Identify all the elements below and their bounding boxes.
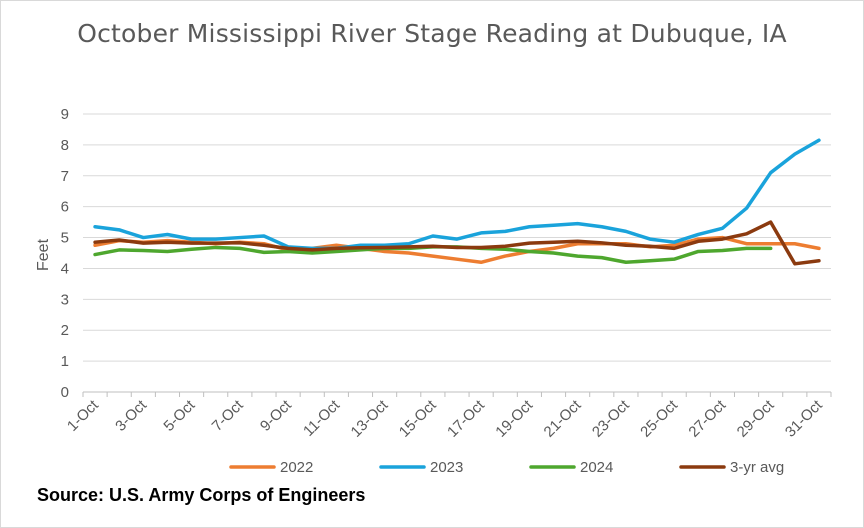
x-tick-label: 11-Oct — [300, 396, 344, 440]
legend-label: 2022 — [280, 459, 313, 476]
x-tick-label: 1-Oct — [64, 396, 103, 435]
x-tick-label: 5-Oct — [160, 396, 199, 435]
y-tick-label: 3 — [61, 291, 69, 308]
x-tick-label: 15-Oct — [396, 396, 440, 440]
y-tick-label: 9 — [61, 106, 69, 123]
y-axis-title: Feet — [35, 238, 52, 271]
y-tick-label: 1 — [61, 353, 69, 370]
series-lines — [93, 138, 821, 266]
x-tick-label: 31-Oct — [782, 396, 826, 440]
x-tick-label: 7-Oct — [209, 396, 248, 435]
y-tick-label: 8 — [61, 137, 69, 154]
x-tick-label: 27-Oct — [685, 396, 729, 440]
gridlines — [83, 113, 831, 393]
y-tick-label: 5 — [61, 230, 69, 247]
x-tick-label: 9-Oct — [257, 396, 296, 435]
x-tick-label: 21-Oct — [541, 396, 585, 440]
y-tick-label: 2 — [61, 322, 69, 339]
x-tick-label: 17-Oct — [444, 396, 488, 440]
x-tick-label: 13-Oct — [348, 396, 392, 440]
y-axis-ticks: 0 1 2 3 4 5 6 7 8 9 — [61, 106, 69, 401]
chart-title: October Mississippi River Stage Reading … — [77, 19, 787, 48]
y-tick-label: 4 — [61, 260, 69, 277]
legend-label: 2023 — [430, 459, 463, 476]
series-line-2023 — [93, 138, 821, 251]
legend: 2022 2023 2024 3-yr avg — [229, 459, 784, 476]
source-note: Source: U.S. Army Corps of Engineers — [37, 485, 366, 505]
x-axis-ticks: 1-Oct 3-Oct 5-Oct 7-Oct 9-Oct 11-Oct 13-Oct 15-… — [64, 392, 832, 441]
legend-label: 3-yr avg — [730, 459, 784, 476]
y-tick-label: 6 — [61, 199, 69, 216]
x-tick-label: 23-Oct — [589, 396, 633, 440]
legend-label: 2024 — [580, 459, 613, 476]
y-tick-label: 0 — [61, 384, 69, 401]
x-tick-label: 25-Oct — [637, 396, 681, 440]
series-line-3-yr-avg — [93, 220, 821, 266]
x-tick-label: 3-Oct — [112, 396, 151, 435]
y-tick-label: 7 — [61, 168, 69, 185]
x-tick-label: 29-Oct — [734, 396, 778, 440]
x-tick-label: 19-Oct — [492, 396, 536, 440]
